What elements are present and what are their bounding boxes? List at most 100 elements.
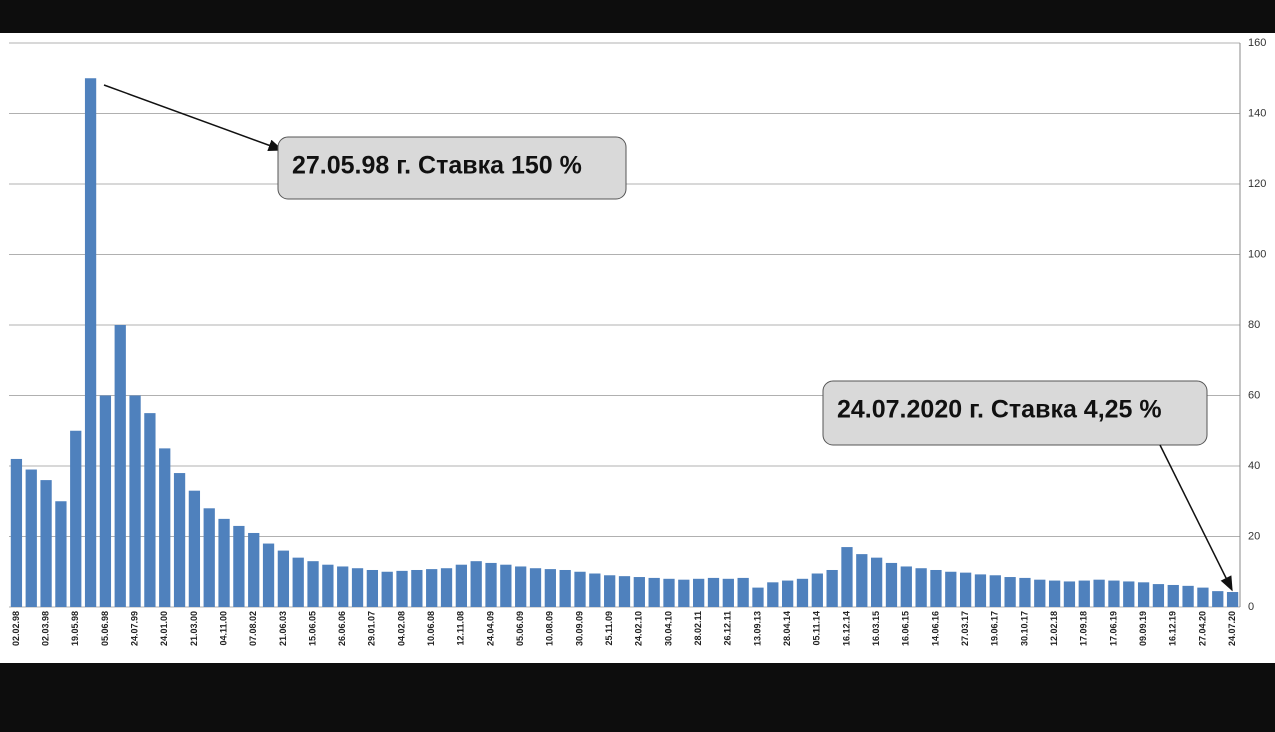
- x-tick-label: 24.07.20: [1227, 611, 1237, 646]
- x-tick-label: 10.08.09: [545, 611, 555, 646]
- bar: [1004, 577, 1016, 607]
- annotation: 27.05.98 г. Ставка 150 %: [292, 152, 582, 180]
- bar: [678, 579, 690, 607]
- x-tick-label: 27.04.20: [1197, 611, 1207, 646]
- y-tick-label: 100: [1248, 248, 1266, 260]
- bar: [188, 490, 201, 607]
- bar: [989, 575, 1001, 607]
- arrow: [103, 84, 284, 152]
- bar: [826, 569, 838, 607]
- bar: [337, 566, 349, 607]
- x-tick-label: 19.06.17: [990, 611, 1000, 646]
- x-tick-label: 30.04.10: [663, 611, 673, 646]
- x-tick-label: 24.07.99: [129, 611, 139, 646]
- bar: [974, 574, 987, 607]
- bar: [782, 580, 794, 607]
- bar: [40, 480, 52, 607]
- x-tick-label: 07.08.02: [248, 611, 258, 646]
- annotation: 24.07.2020 г. Ставка 4,25 %: [837, 396, 1162, 424]
- bar: [574, 571, 586, 607]
- bar: [1108, 580, 1120, 607]
- bar: [1182, 585, 1194, 607]
- y-tick-label: 0: [1248, 601, 1254, 613]
- bar: [559, 569, 571, 607]
- bar: [366, 569, 379, 607]
- bar: [930, 569, 942, 607]
- bar: [1226, 592, 1239, 607]
- x-tick-label: 29.01.07: [367, 611, 377, 646]
- bar: [426, 569, 438, 607]
- bar: [485, 562, 497, 607]
- bar: [1137, 582, 1150, 607]
- callout-box: [822, 380, 1208, 446]
- bar: [618, 576, 631, 607]
- bar: [915, 568, 927, 607]
- y-tick-label: 120: [1248, 178, 1266, 190]
- bar: [544, 569, 556, 607]
- bar: [25, 469, 37, 607]
- x-tick-label: 14.06.16: [930, 611, 940, 646]
- bar: [1123, 581, 1135, 607]
- x-tick-label: 10.06.08: [426, 611, 436, 646]
- bar: [648, 577, 660, 607]
- y-tick-label: 40: [1248, 460, 1260, 472]
- x-tick-label: 09.09.19: [1138, 611, 1148, 646]
- bar: [233, 525, 245, 607]
- x-tick-label: 21.06.03: [278, 611, 288, 646]
- x-tick-label: 12.02.18: [1049, 611, 1059, 646]
- bar: [589, 573, 601, 607]
- bar: [900, 566, 912, 607]
- bar: [663, 578, 675, 607]
- y-tick-label: 140: [1248, 107, 1266, 119]
- y-tick-label: 80: [1248, 319, 1260, 331]
- bar: [767, 582, 779, 607]
- bar: [159, 448, 171, 607]
- x-tick-label: 05.11.14: [812, 611, 822, 646]
- y-tick-label: 160: [1248, 37, 1266, 49]
- x-tick-label: 28.02.11: [693, 611, 703, 646]
- x-tick-label: 27.03.17: [960, 611, 970, 646]
- x-tick-label: 02.03.98: [40, 611, 50, 646]
- bar: [959, 572, 972, 607]
- x-tick-label: 24.01.00: [159, 611, 169, 646]
- bar: [262, 543, 275, 607]
- bar: [203, 508, 215, 607]
- bar: [322, 564, 334, 607]
- x-tick-label: 05.06.09: [515, 611, 525, 646]
- bar: [737, 577, 749, 607]
- bar: [1093, 579, 1105, 607]
- x-tick-label: 16.06.15: [901, 611, 911, 646]
- x-tick-label: 28.04.14: [782, 611, 792, 646]
- bar: [1063, 581, 1076, 607]
- x-tick-label: 17.09.18: [1079, 611, 1089, 646]
- x-tick-label: 02.02.98: [11, 611, 21, 646]
- bar: [455, 564, 467, 607]
- y-tick-label: 60: [1248, 389, 1260, 401]
- bar: [811, 573, 823, 607]
- x-tick-label: 21.03.00: [189, 611, 199, 646]
- bar: [248, 532, 260, 607]
- bar: [1197, 587, 1209, 607]
- bar: [470, 561, 482, 607]
- bar: [99, 395, 112, 607]
- x-tick-label: 04.02.08: [396, 611, 406, 646]
- x-tick-label: 30.09.09: [574, 611, 584, 646]
- bar: [500, 564, 512, 607]
- x-tick-label: 26.06.06: [337, 611, 347, 646]
- bar: [55, 501, 67, 607]
- bar: [292, 557, 304, 607]
- x-tick-label: 13.09.13: [752, 611, 762, 646]
- bar: [70, 430, 82, 607]
- bar: [693, 578, 705, 607]
- bar: [396, 570, 408, 607]
- bar: [129, 395, 141, 607]
- bar: [633, 577, 645, 607]
- bar: [515, 566, 527, 607]
- bar: [1078, 580, 1090, 607]
- bar: [114, 325, 126, 607]
- bar: [411, 569, 423, 607]
- y-tick-label: 20: [1248, 530, 1260, 542]
- x-tick-label: 15.06.05: [307, 611, 317, 646]
- bar: [440, 568, 453, 607]
